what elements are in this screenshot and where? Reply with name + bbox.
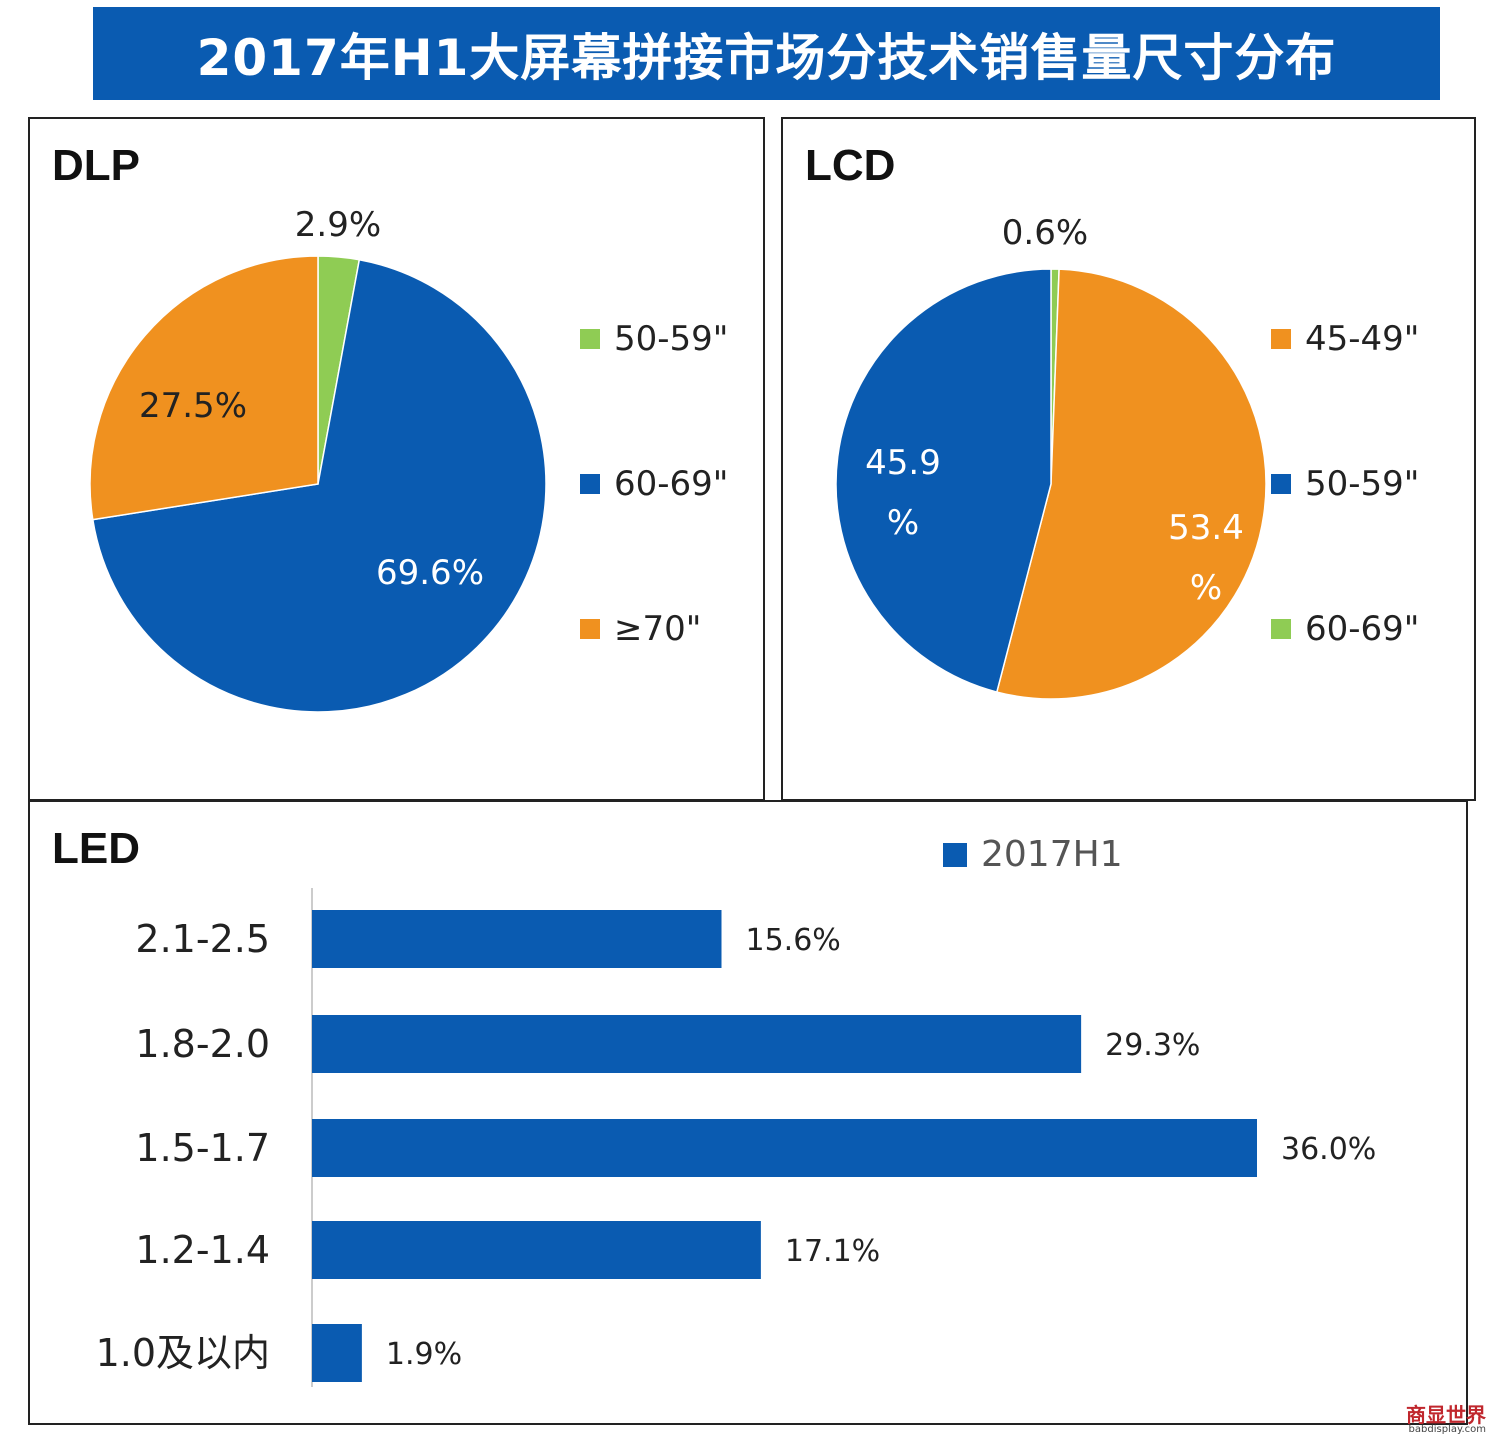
dlp-label-60-69: 69.6% <box>376 553 484 593</box>
lcd-legend-label: 45-49" <box>1305 319 1420 359</box>
page-title: 2017年H1大屏幕拼接市场分技术销售量尺寸分布 <box>93 7 1440 100</box>
led-bar-2 <box>312 1015 1082 1073</box>
led-bar-chart: 2.1-2.5 15.6% 1.8-2.0 29.3% 1.5-1.7 36.0% 1.2-… <box>96 888 1376 1387</box>
dlp-legend-swatch <box>580 619 600 639</box>
lcd-pie-chart: 53.4% 45.9% 0.6% <box>835 213 1267 700</box>
lcd-panel: LCD 53.4% 45.9% 0.6% 45-49" 50-59" 60-69" <box>781 117 1476 801</box>
lcd-legend-swatch <box>1271 474 1291 494</box>
led-bar-1 <box>312 910 722 968</box>
dlp-slice-70 <box>89 255 319 521</box>
dlp-legend-item-60-69: 60-69" <box>580 464 728 504</box>
dlp-legend-swatch <box>580 474 600 494</box>
dlp-legend-label: 50-59" <box>614 319 729 359</box>
lcd-legend-item-50-59: 50-59" <box>1271 464 1419 504</box>
lcd-legend-label: 60-69" <box>1305 609 1420 649</box>
lcd-label-50-59: 45.9 <box>865 443 941 483</box>
dlp-legend-label: 60-69" <box>614 464 729 504</box>
lcd-legend-swatch <box>1271 329 1291 349</box>
lcd-slice-45-49 <box>995 268 1267 700</box>
lcd-label-45-49-pct: % <box>1190 568 1222 608</box>
dlp-legend-swatch <box>580 329 600 349</box>
dlp-label-70: 27.5% <box>139 386 247 426</box>
led-title: LED <box>52 824 140 873</box>
dlp-panel: DLP 2.9% 69.6% 27.5% 50-59" 60-69" ≥70" <box>28 117 765 801</box>
dlp-title: DLP <box>52 141 140 190</box>
led-category-label: 1.5-1.7 <box>135 1126 270 1170</box>
led-legend-swatch <box>943 842 967 867</box>
lcd-label-45-49: 53.4 <box>1168 508 1244 548</box>
led-value-label: 36.0% <box>1281 1132 1376 1167</box>
lcd-label-50-59-pct: % <box>887 503 919 543</box>
led-category-label: 1.0及以内 <box>96 1331 270 1375</box>
lcd-title: LCD <box>805 141 896 190</box>
lcd-legend-label: 50-59" <box>1305 464 1420 504</box>
dlp-pie-chart: 2.9% 69.6% 27.5% <box>89 205 547 713</box>
led-category-label: 1.8-2.0 <box>135 1022 270 1066</box>
lcd-legend-swatch <box>1271 619 1291 639</box>
led-panel: LED 2017H1 2.1-2.5 15.6% 1.8-2.0 29.3% 1.5-1… <box>28 800 1468 1425</box>
led-value-label: 29.3% <box>1105 1028 1200 1063</box>
dlp-legend-label: ≥70" <box>614 609 702 649</box>
led-bar-3 <box>312 1119 1257 1177</box>
led-bar-4 <box>312 1221 761 1279</box>
led-value-label: 17.1% <box>785 1234 880 1269</box>
lcd-label-60-69: 0.6% <box>1002 213 1088 253</box>
led-legend-item: 2017H1 <box>943 834 1123 875</box>
lcd-legend-item-60-69: 60-69" <box>1271 609 1419 649</box>
led-bar-5 <box>312 1324 362 1382</box>
dlp-slice-60-69 <box>91 258 547 713</box>
lcd-slice-50-59 <box>835 268 1052 693</box>
dlp-legend-item-50-59: 50-59" <box>580 319 728 359</box>
led-legend-label: 2017H1 <box>981 834 1123 875</box>
led-category-label: 2.1-2.5 <box>135 917 270 961</box>
led-value-label: 1.9% <box>386 1337 462 1372</box>
watermark-logo-text: 商显世界 <box>1406 1403 1486 1427</box>
dlp-label-50-59: 2.9% <box>295 205 381 245</box>
led-value-label: 15.6% <box>746 923 841 958</box>
dlp-legend-item-70: ≥70" <box>580 609 701 649</box>
led-category-label: 1.2-1.4 <box>135 1228 270 1272</box>
watermark-logo: 商显世界 babdisplay.com <box>1406 1405 1486 1435</box>
watermark-sub-text: babdisplay.com <box>1408 1424 1486 1435</box>
lcd-legend-item-45-49: 45-49" <box>1271 319 1419 359</box>
